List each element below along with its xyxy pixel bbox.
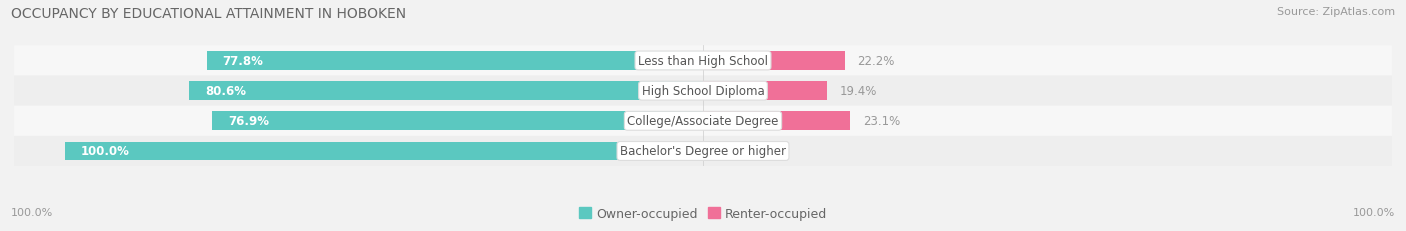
Bar xyxy=(207,52,703,70)
Text: 100.0%: 100.0% xyxy=(1353,207,1395,217)
FancyBboxPatch shape xyxy=(14,76,1392,106)
Text: 80.6%: 80.6% xyxy=(205,85,246,98)
Bar xyxy=(188,82,703,100)
Text: High School Diploma: High School Diploma xyxy=(641,85,765,98)
Text: Source: ZipAtlas.com: Source: ZipAtlas.com xyxy=(1277,7,1395,17)
Text: 77.8%: 77.8% xyxy=(222,55,263,68)
FancyBboxPatch shape xyxy=(14,136,1392,166)
Text: 22.2%: 22.2% xyxy=(858,55,894,68)
Bar xyxy=(212,112,703,131)
Bar xyxy=(703,112,851,131)
Text: 23.1%: 23.1% xyxy=(863,115,900,128)
Text: OCCUPANCY BY EDUCATIONAL ATTAINMENT IN HOBOKEN: OCCUPANCY BY EDUCATIONAL ATTAINMENT IN H… xyxy=(11,7,406,21)
Text: 76.9%: 76.9% xyxy=(228,115,270,128)
Text: 100.0%: 100.0% xyxy=(82,145,129,158)
Bar xyxy=(703,52,845,70)
Text: College/Associate Degree: College/Associate Degree xyxy=(627,115,779,128)
Text: 19.4%: 19.4% xyxy=(839,85,877,98)
Text: Bachelor's Degree or higher: Bachelor's Degree or higher xyxy=(620,145,786,158)
Text: 100.0%: 100.0% xyxy=(11,207,53,217)
Text: 0.0%: 0.0% xyxy=(716,145,745,158)
Text: Less than High School: Less than High School xyxy=(638,55,768,68)
FancyBboxPatch shape xyxy=(14,46,1392,76)
FancyBboxPatch shape xyxy=(14,106,1392,136)
Legend: Owner-occupied, Renter-occupied: Owner-occupied, Renter-occupied xyxy=(574,202,832,225)
Bar xyxy=(703,82,827,100)
Bar xyxy=(65,142,703,161)
